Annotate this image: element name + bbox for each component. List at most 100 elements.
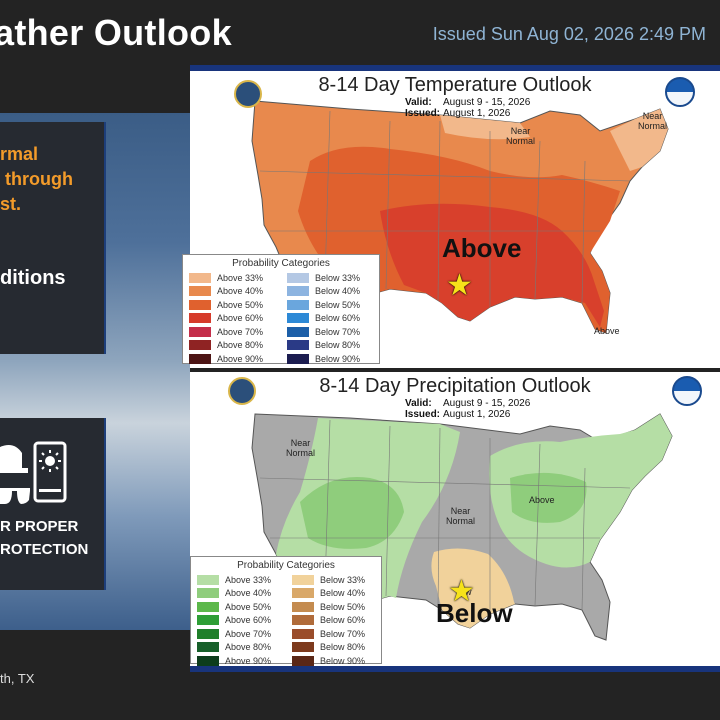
legend-swatch bbox=[197, 574, 219, 585]
legend-item: Above 33% bbox=[189, 271, 281, 285]
legend-item: Above 33% bbox=[197, 573, 286, 587]
legend-item: Above 80% bbox=[197, 641, 286, 655]
legend-item: Above 80% bbox=[189, 339, 281, 353]
legend-swatch bbox=[197, 615, 219, 626]
near-normal-label: Near Normal bbox=[638, 111, 668, 131]
legend-item: Below 50% bbox=[292, 600, 381, 614]
legend-swatch bbox=[292, 655, 314, 666]
below-label: ow bbox=[460, 587, 472, 597]
near-normal-label: Near Normal bbox=[506, 126, 536, 146]
legend-item: Above 60% bbox=[189, 312, 281, 326]
legend-swatch bbox=[287, 272, 309, 283]
legend-swatch bbox=[292, 574, 314, 585]
noaa-logo-icon bbox=[672, 376, 702, 406]
near-normal-label: Near Normal bbox=[286, 438, 316, 458]
legend-item: Above 40% bbox=[197, 587, 286, 601]
legend-label: Below 80% bbox=[315, 340, 361, 351]
doc-seal-icon bbox=[234, 80, 262, 108]
legend-label: Above 33% bbox=[225, 574, 272, 585]
legend-swatch bbox=[287, 286, 309, 297]
legend-label: Below 80% bbox=[320, 642, 366, 653]
legend-columns: Above 33% Above 40% Above 50% Above 60% Abov… bbox=[183, 271, 379, 366]
summary-conditions-text: ditions bbox=[0, 267, 66, 289]
big-below-label: Below bbox=[436, 598, 513, 628]
legend-swatch bbox=[287, 340, 309, 351]
legend-label: Above 90% bbox=[217, 353, 264, 364]
legend-swatch bbox=[292, 588, 314, 599]
legend-item: Below 70% bbox=[287, 325, 379, 339]
big-above-label: Above bbox=[442, 233, 522, 263]
legend-item: Below 33% bbox=[292, 573, 381, 587]
legend-item: Above 60% bbox=[197, 614, 286, 628]
top-accent-bar bbox=[190, 65, 720, 71]
legend-item: Above 50% bbox=[197, 600, 286, 614]
legend-label: Below 40% bbox=[320, 588, 366, 599]
near-normal-label: Near Normal bbox=[446, 506, 476, 526]
above-40-west bbox=[300, 477, 404, 549]
legend-label: Above 60% bbox=[225, 615, 272, 626]
legend-label: Below 50% bbox=[320, 601, 366, 612]
legend-label: Above 60% bbox=[217, 313, 264, 324]
legend-item: Below 60% bbox=[292, 614, 381, 628]
precipitation-legend: Probability Categories Above 33% Above 40… bbox=[190, 556, 382, 666]
doc-seal-icon bbox=[228, 377, 256, 405]
temperature-map-title: 8-14 Day Temperature Outlook bbox=[318, 74, 592, 96]
above-60-region bbox=[380, 203, 604, 327]
legend-swatch bbox=[292, 642, 314, 653]
noaa-logo-icon bbox=[665, 77, 695, 107]
legend-swatch bbox=[197, 655, 219, 666]
summary-highlight-text: rmal through st. bbox=[0, 144, 73, 214]
safety-text: R PROPER ROTECTION bbox=[0, 518, 89, 558]
legend-item: Below 80% bbox=[292, 641, 381, 655]
near-normal-northeast bbox=[610, 109, 668, 171]
legend-swatch bbox=[292, 601, 314, 612]
legend-item: Above 40% bbox=[189, 285, 281, 299]
legend-item: Above 70% bbox=[189, 325, 281, 339]
precipitation-map-graphic bbox=[251, 413, 673, 641]
legend-swatch bbox=[189, 340, 211, 351]
legend-label: Below 60% bbox=[320, 615, 366, 626]
precipitation-outlook-map: 8-14 Day Precipitation Outlook Valid: Aug… bbox=[190, 372, 720, 666]
sunglasses-icon bbox=[0, 488, 30, 504]
hat-icon bbox=[0, 445, 28, 473]
temperature-legend: Probability Categories Above 33% Above 40… bbox=[182, 254, 380, 364]
precipitation-map-title: 8-14 Day Precipitation Outlook bbox=[319, 375, 591, 397]
legend-item: Below 90% bbox=[287, 352, 379, 366]
legend-item: Above 90% bbox=[189, 352, 281, 366]
summary-panel: rmal through st. ditions bbox=[0, 122, 106, 354]
legend-item: Below 90% bbox=[292, 654, 381, 668]
legend-swatch bbox=[292, 628, 314, 639]
office-location: th, TX bbox=[0, 671, 35, 686]
legend-label: Above 80% bbox=[225, 642, 272, 653]
temperature-outlook-map: 8-14 Day Temperature Outlook Valid: Augus… bbox=[182, 71, 720, 368]
legend-swatch bbox=[189, 326, 211, 337]
temperature-map-issued: Issued: August 1, 2026 bbox=[405, 108, 511, 119]
legend-label: Above 40% bbox=[217, 286, 264, 297]
legend-item: Above 70% bbox=[197, 627, 286, 641]
legend-item: Above 50% bbox=[189, 298, 281, 312]
page-title: ather Outlook bbox=[0, 12, 232, 53]
legend-label: Below 33% bbox=[320, 574, 366, 585]
legend-swatch bbox=[189, 272, 211, 283]
state-lines bbox=[259, 110, 631, 307]
star-icon: ★ bbox=[448, 575, 475, 608]
legend-item: Below 40% bbox=[292, 587, 381, 601]
legend-label: Above 70% bbox=[225, 628, 272, 639]
safety-panel: R PROPER ROTECTION bbox=[0, 418, 106, 590]
legend-label: Above 70% bbox=[217, 326, 264, 337]
legend-item: Below 60% bbox=[287, 312, 379, 326]
legend-swatch bbox=[197, 588, 219, 599]
legend-label: Above 50% bbox=[217, 299, 264, 310]
legend-label: Below 90% bbox=[320, 655, 366, 666]
legend-swatch bbox=[287, 299, 309, 310]
legend-label: Below 90% bbox=[315, 353, 361, 364]
legend-label: Above 90% bbox=[225, 655, 272, 666]
legend-item: Below 50% bbox=[287, 298, 379, 312]
legend-swatch bbox=[287, 326, 309, 337]
legend-label: Below 70% bbox=[320, 628, 366, 639]
bottom-accent-bar bbox=[190, 666, 720, 672]
legend-label: Below 50% bbox=[315, 299, 361, 310]
legend-item: Below 40% bbox=[287, 285, 379, 299]
legend-swatch bbox=[287, 353, 309, 364]
precipitation-map-issued: Issued: August 1, 2026 bbox=[405, 409, 511, 420]
